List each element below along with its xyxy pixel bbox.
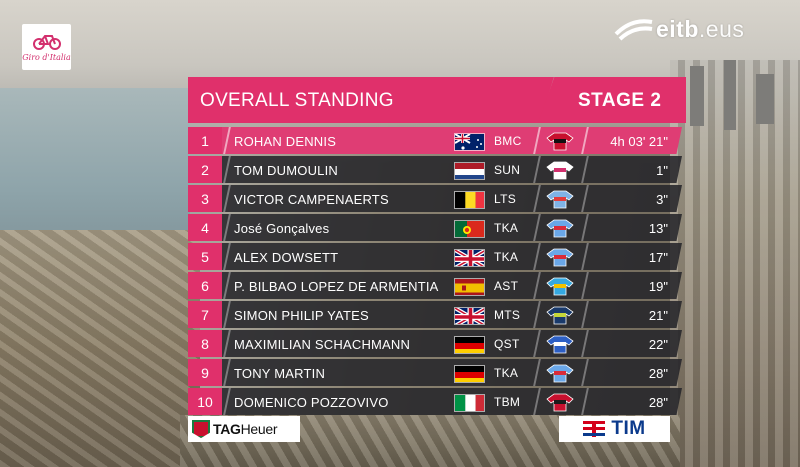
gap-time: 28" [648,366,668,381]
channel-name: eitb.eus [656,15,745,42]
standing-row: 2 TOM DUMOULIN SUN 1" [188,155,686,184]
row-background [222,388,682,415]
team-jersey-icon [546,364,574,383]
rank-number: 8 [188,330,222,357]
team-jersey-icon [546,306,574,325]
gap-time: 1" [656,163,668,178]
team-code: SUN [494,163,521,177]
team-code: LTS [494,192,517,206]
city-background-right [670,60,800,467]
sponsor-tim: TIM [559,416,670,442]
gap-time: 17" [648,250,668,265]
rider-name: VICTOR CAMPENAERTS [234,192,389,207]
team-code: MTS [494,308,521,322]
rider-name: ALEX DOWSETT [234,250,339,265]
gap-time: 22" [648,337,668,352]
gap-time: 19" [648,279,668,294]
eitb-swoosh-icon [614,19,653,41]
rank-number: 6 [188,272,222,299]
rider-name: SIMON PHILIP YATES [234,308,369,323]
team-code: TKA [494,221,519,235]
rank-number: 1 [188,127,222,154]
rider-name: ROHAN DENNIS [234,134,337,149]
standing-row: 6 P. BILBAO LOPEZ DE ARMENTIA AST 19" [188,271,686,300]
row-background [222,301,682,328]
gap-time: 4h 03' 21" [610,134,668,149]
country-flag-icon [454,336,485,354]
standing-row: 1 ROHAN DENNIS BMC 4h 03' 21" [188,126,686,155]
country-flag-icon [454,249,485,267]
rider-name: TONY MARTIN [234,366,326,381]
tagheuer-shield-icon [192,420,210,438]
rider-name: DOMENICO POZZOVIVO [234,395,389,410]
standing-row: 9 TONY MARTIN TKA 28" [188,358,686,387]
gap-time: 13" [648,221,668,236]
standing-row: 8 MAXIMILIAN SCHACHMANN QST 22" [188,329,686,358]
rank-number: 3 [188,185,222,212]
rank-number: 9 [188,359,222,386]
gap-time: 28" [648,395,668,410]
team-jersey-icon [546,161,574,180]
rank-number: 2 [188,156,222,183]
team-jersey-icon [546,335,574,354]
team-jersey-icon [546,393,574,412]
team-jersey-icon [546,219,574,238]
row-background [222,359,682,386]
city-background-left [0,230,200,467]
team-jersey-icon [546,277,574,296]
giro-logo: Giro d'Italia [22,24,71,70]
gap-time: 21" [648,308,668,323]
row-background [222,272,682,299]
giro-logo-text: Giro d'Italia [22,52,71,62]
team-jersey-icon [546,190,574,209]
country-flag-icon [454,220,485,238]
country-flag-icon [454,307,485,325]
rider-name: MAXIMILIAN SCHACHMANN [234,337,411,352]
team-code: TKA [494,366,519,380]
team-code: AST [494,279,519,293]
row-background [222,156,682,183]
gap-time: 3" [656,192,668,207]
team-code: QST [494,337,520,351]
team-jersey-icon [546,248,574,267]
standing-row: 3 VICTOR CAMPENAERTS LTS 3" [188,184,686,213]
channel-logo: eitb.eus [612,12,744,46]
country-flag-icon [454,133,485,151]
standing-row: 4 José Gonçalves TKA 13" [188,213,686,242]
row-background [222,330,682,357]
team-code: BMC [494,134,522,148]
standings-rows: 1 ROHAN DENNIS BMC 4h 03' 21" 2 TOM DUMOULIN S… [188,126,686,416]
team-jersey-icon [546,132,574,151]
standings-header: OVERALL STANDING STAGE 2 [188,77,686,123]
country-flag-icon [454,394,485,412]
rank-number: 4 [188,214,222,241]
country-flag-icon [454,162,485,180]
standings-title: OVERALL STANDING [200,90,394,111]
stage-label: STAGE 2 [578,90,662,111]
team-code: TBM [494,395,521,409]
row-background [222,243,682,270]
sea-background [0,88,190,258]
rank-number: 10 [188,388,222,415]
standing-row: 10 DOMENICO POZZOVIVO TBM 28" [188,387,686,416]
country-flag-icon [454,365,485,383]
row-background [222,185,682,212]
rider-name: José Gonçalves [234,221,330,236]
standing-row: 7 SIMON PHILIP YATES MTS 21" [188,300,686,329]
tim-logo-icon [583,421,606,437]
rider-name: P. BILBAO LOPEZ DE ARMENTIA [234,279,439,294]
rider-name: TOM DUMOULIN [234,163,338,178]
rank-number: 5 [188,243,222,270]
standing-row: 5 ALEX DOWSETT TKA 17" [188,242,686,271]
sponsor-tagheuer: TAGHeuer [188,416,300,442]
country-flag-icon [454,191,485,209]
row-background [222,127,682,154]
country-flag-icon [454,278,485,296]
team-code: TKA [494,250,519,264]
bicycle-icon [32,34,61,50]
rank-number: 7 [188,301,222,328]
row-background [222,214,682,241]
